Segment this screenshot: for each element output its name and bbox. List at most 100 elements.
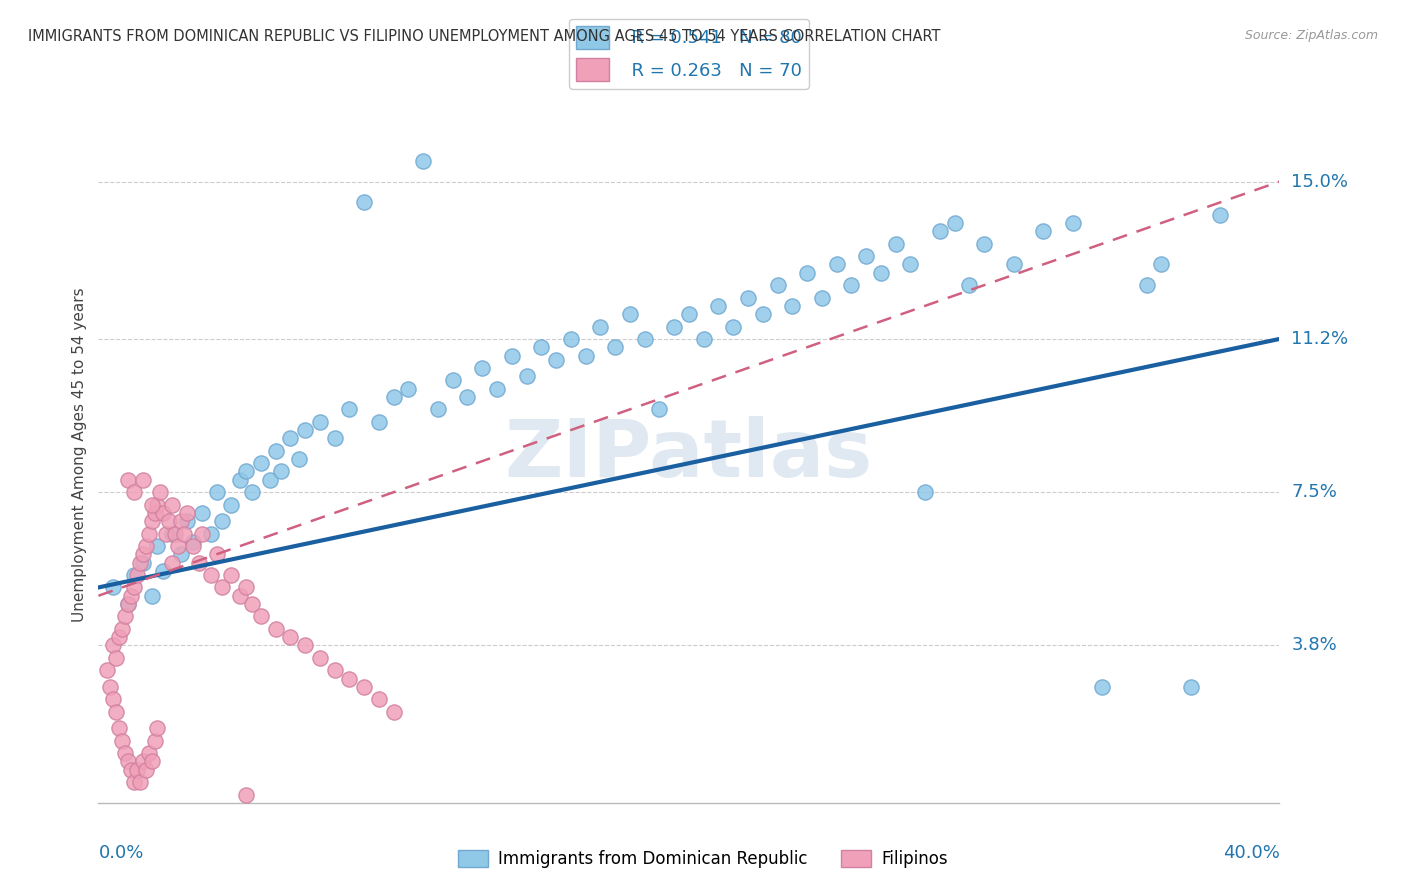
Point [353,195,375,210]
Point [810,291,832,305]
Point [211,581,233,595]
Point [884,236,907,251]
Point [141,514,163,528]
Point [337,672,360,686]
Point [143,733,166,747]
Point [486,382,509,396]
Point [235,788,257,802]
Point [721,319,744,334]
Legend: Immigrants from Dominican Republic, Filipinos: Immigrants from Dominican Republic, Fili… [451,843,955,875]
Point [152,564,174,578]
Point [1135,278,1157,293]
Point [117,755,139,769]
Point [200,526,222,541]
Point [108,630,131,644]
Point [259,473,281,487]
Point [211,514,233,528]
Point [782,299,804,313]
Point [294,639,316,653]
Point [766,278,789,293]
Point [382,705,405,719]
Point [337,402,360,417]
Point [120,589,142,603]
Point [205,547,228,561]
Point [120,763,142,777]
Point [605,340,627,354]
Point [122,568,145,582]
Point [1209,208,1232,222]
Point [152,506,174,520]
Text: 40.0%: 40.0% [1223,844,1279,863]
Point [1062,216,1084,230]
Point [1002,257,1025,271]
Point [693,332,716,346]
Point [751,307,773,321]
Point [191,526,214,541]
Point [132,473,155,487]
Point [138,746,160,760]
Point [111,622,134,636]
Point [219,568,242,582]
Point [619,307,641,321]
Point [914,485,936,500]
Point [132,547,155,561]
Point [128,775,150,789]
Point [173,526,195,541]
Point [240,597,263,611]
Text: ZIPatlas: ZIPatlas [505,416,873,494]
Text: 0.0%: 0.0% [98,844,143,863]
Point [96,663,118,677]
Point [323,431,346,445]
Point [1150,257,1173,271]
Point [98,680,121,694]
Point [270,465,292,479]
Point [105,705,128,719]
Point [250,609,273,624]
Point [162,526,183,541]
Point [869,266,891,280]
Point [396,382,419,396]
Point [278,431,302,445]
Point [191,506,214,520]
Point [187,556,209,570]
Point [117,473,139,487]
Point [323,663,346,677]
Y-axis label: Unemployment Among Ages 45 to 54 years: Unemployment Among Ages 45 to 54 years [72,287,87,623]
Point [240,485,263,500]
Point [560,332,582,346]
Point [456,390,478,404]
Point [229,473,252,487]
Point [205,485,228,500]
Point [138,526,160,541]
Point [229,589,252,603]
Point [294,423,316,437]
Point [141,755,163,769]
Text: 15.0%: 15.0% [1291,172,1348,191]
Point [278,630,302,644]
Point [114,609,136,624]
Point [1032,224,1054,238]
Point [973,236,995,251]
Point [165,526,187,541]
Point [146,539,169,553]
Point [141,589,163,603]
Point [146,721,169,735]
Point [515,369,537,384]
Point [135,763,157,777]
Point [648,402,671,417]
Point [664,319,686,334]
Point [117,597,139,611]
Point [309,651,332,665]
Point [181,539,204,553]
Point [471,361,494,376]
Point [132,755,155,769]
Point [157,514,180,528]
Text: 11.2%: 11.2% [1291,330,1348,348]
Point [108,721,131,735]
Text: 3.8%: 3.8% [1291,636,1337,655]
Point [855,249,877,263]
Point [125,568,148,582]
Point [368,415,391,429]
Point [176,514,198,528]
Point [382,390,405,404]
